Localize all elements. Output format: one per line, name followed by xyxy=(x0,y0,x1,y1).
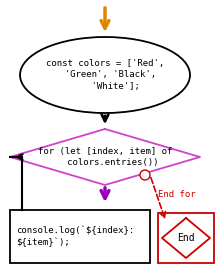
Text: console.log(`${index}:
${item}`);: console.log(`${index}: ${item}`); xyxy=(16,225,134,247)
Text: End for: End for xyxy=(158,190,196,199)
Bar xyxy=(158,213,214,263)
Text: const colors = ['Red',
  'Green', 'Black',
    'White'];: const colors = ['Red', 'Green', 'Black',… xyxy=(46,59,164,91)
Text: End: End xyxy=(177,233,195,243)
Circle shape xyxy=(140,170,150,180)
Text: for (let [index, item] of
   colors.entries()): for (let [index, item] of colors.entries… xyxy=(38,147,172,167)
Polygon shape xyxy=(10,129,200,185)
Ellipse shape xyxy=(20,37,190,113)
Bar xyxy=(10,210,150,263)
Polygon shape xyxy=(162,218,210,258)
